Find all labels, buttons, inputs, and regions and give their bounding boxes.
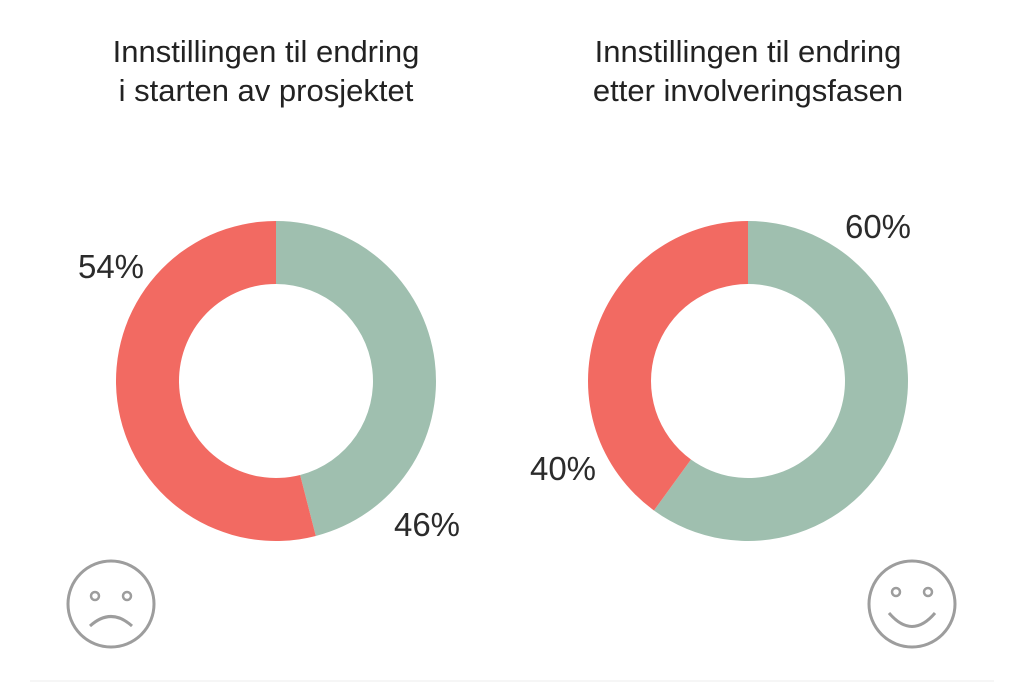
chart-2-donut — [588, 221, 908, 541]
sad-face-icon — [66, 559, 156, 649]
chart-1-title-line-2: i starten av prosjektet — [119, 73, 414, 108]
chart-1-label-negative: 54% — [78, 248, 144, 285]
chart-2-label-positive: 60% — [845, 208, 911, 245]
chart-1-label-positive: 46% — [394, 506, 460, 543]
chart-1-slice-positive — [276, 221, 437, 536]
chart-1-slice-negative — [116, 221, 316, 542]
chart-1-donut — [116, 221, 437, 542]
happy-face-icon — [867, 559, 957, 649]
chart-2-title-line-1: Innstillingen til endring — [595, 34, 902, 69]
chart-2-title-line-2: etter involveringsfasen — [593, 73, 903, 108]
chart-2-label-negative: 40% — [530, 450, 596, 487]
chart-2-slice-positive — [653, 221, 908, 541]
chart-1-title-line-1: Innstillingen til endring — [113, 34, 420, 69]
chart-2-slice-negative — [588, 221, 748, 511]
